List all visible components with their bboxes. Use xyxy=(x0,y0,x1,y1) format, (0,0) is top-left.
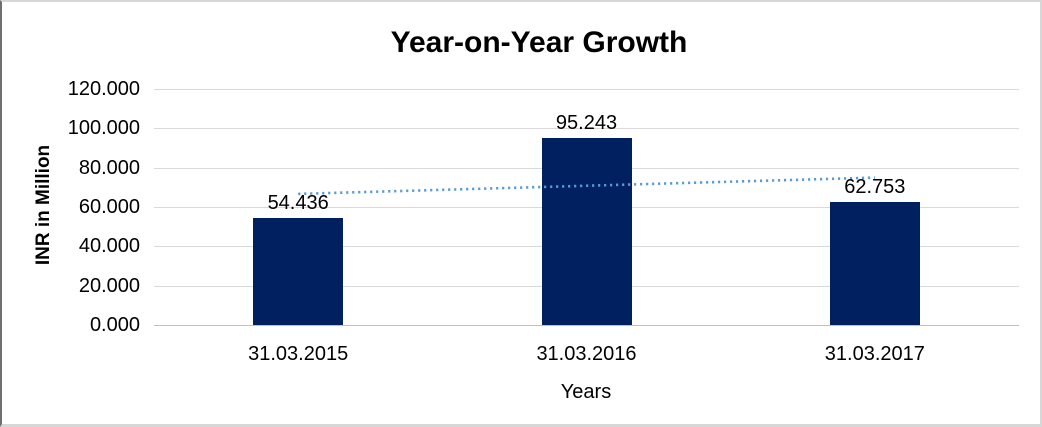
x-axis-title: Years xyxy=(560,381,612,403)
y-tick-label: 60.000 xyxy=(78,196,140,218)
y-tick-label: 100.000 xyxy=(67,117,140,140)
x-tick-label: 31.03.2017 xyxy=(824,343,925,365)
y-tick-label: 0.000 xyxy=(89,314,140,336)
x-tick-label: 31.03.2016 xyxy=(536,343,637,365)
bar-31.03.2016 xyxy=(541,137,632,325)
bar-value-label: 54.436 xyxy=(267,191,329,214)
bar-31.03.2017 xyxy=(829,201,920,325)
y-tick-label: 40.000 xyxy=(78,235,140,258)
bar-value-label: 95.243 xyxy=(555,111,618,134)
gridline xyxy=(154,325,1019,326)
bar-31.03.2015 xyxy=(253,217,344,325)
chart-title: Year-on-Year Growth xyxy=(390,26,688,59)
gridline xyxy=(154,128,1019,130)
y-tick-label: 120.000 xyxy=(67,78,140,100)
gridline xyxy=(154,89,1019,90)
x-tick-label: 31.03.2015 xyxy=(248,343,349,365)
bar-value-label: 62.753 xyxy=(844,175,906,198)
y-tick-label: 20.000 xyxy=(78,274,140,297)
y-tick-label: 80.000 xyxy=(78,156,140,179)
